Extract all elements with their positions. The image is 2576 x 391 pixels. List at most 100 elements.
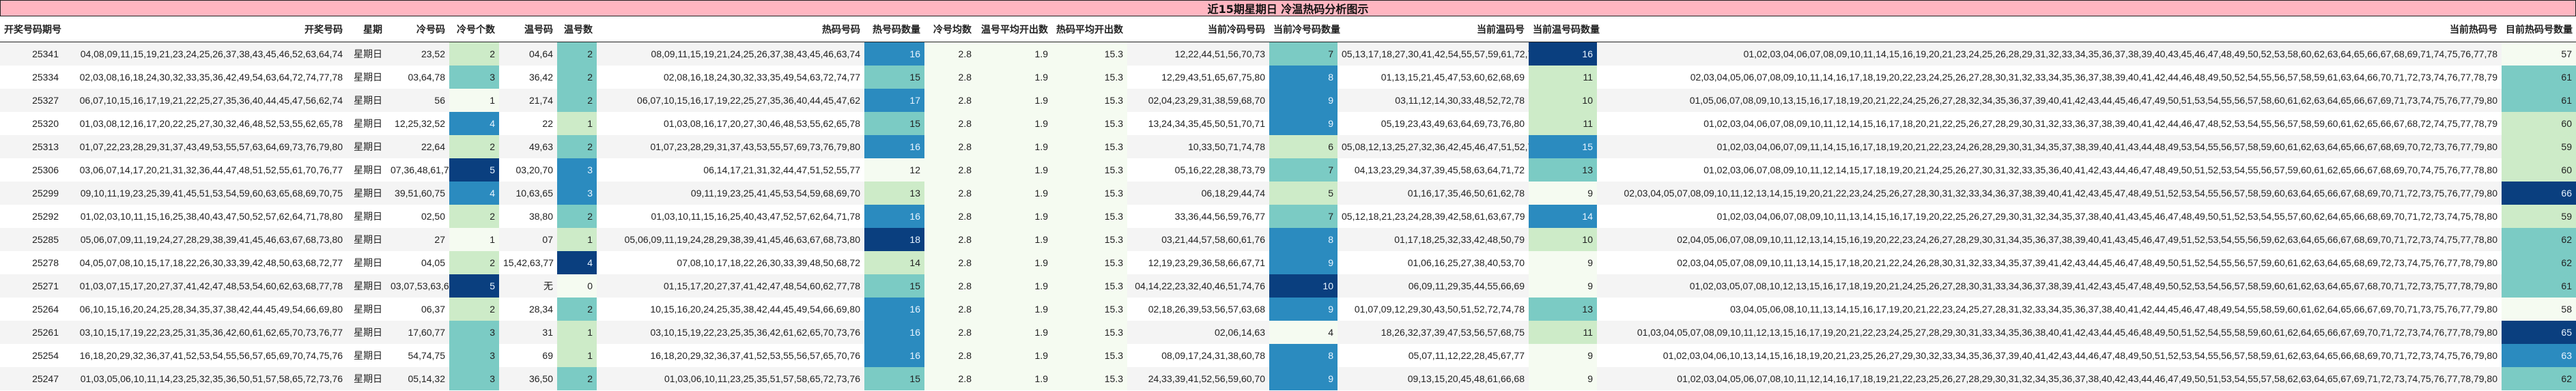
- table-row[interactable]: 25285 05,06,07,09,11,19,24,27,28,29,38,39…: [0, 228, 2576, 251]
- header-cur-hot-count[interactable]: 目前热码号数量: [2502, 16, 2576, 42]
- header-hot[interactable]: 热码号码: [597, 16, 864, 42]
- table-row[interactable]: 25320 01,03,08,12,16,17,20,22,25,27,30,32…: [0, 112, 2576, 135]
- analysis-table: 开奖号码期号 开奖号码 星期 冷号码 冷号个数 温号码 温号数 热码号码 热号码…: [0, 16, 2576, 390]
- period-cell: 25261: [0, 321, 63, 344]
- header-row: 开奖号码期号 开奖号码 星期 冷号码 冷号个数 温号码 温号数 热码号码 热号码…: [0, 16, 2576, 42]
- period-cell: 25299: [0, 182, 63, 205]
- header-cur-warm-count[interactable]: 当前温号码数量: [1529, 16, 1600, 42]
- table-row[interactable]: 25313 01,07,22,23,28,29,31,37,43,49,53,55…: [0, 135, 2576, 158]
- cold-avg-cell: 2.8: [924, 135, 976, 158]
- table-row[interactable]: 25327 06,07,10,15,16,17,19,21,22,25,27,35…: [0, 89, 2576, 112]
- cold-count-cell: 4: [449, 182, 499, 205]
- current-warm-cell: 05,08,12,13,25,27,32,36,42,45,46,47,51,5…: [1337, 135, 1529, 158]
- current-cold-count-cell: 9: [1269, 367, 1337, 390]
- table-row[interactable]: 25334 02,03,08,16,18,24,30,32,33,35,36,42…: [0, 66, 2576, 89]
- warm-avg-cell: 1.9: [976, 66, 1052, 89]
- weekday-cell: 星期日: [347, 66, 386, 89]
- warm-codes-cell: 69: [499, 344, 557, 367]
- period-cell: 25292: [0, 205, 63, 228]
- warm-avg-cell: 1.9: [976, 42, 1052, 66]
- warm-avg-cell: 1.9: [976, 298, 1052, 321]
- weekday-cell: 星期日: [347, 42, 386, 66]
- warm-avg-cell: 1.9: [976, 89, 1052, 112]
- table-row[interactable]: 25271 01,03,07,15,17,20,27,37,41,42,47,48…: [0, 274, 2576, 298]
- warm-avg-cell: 1.9: [976, 321, 1052, 344]
- header-warm[interactable]: 温号码: [499, 16, 557, 42]
- numbers-cell: 01,03,05,06,10,11,14,23,25,32,35,36,50,5…: [63, 367, 347, 390]
- current-hot-count-cell: 62: [2502, 251, 2576, 274]
- header-cur-cold-count[interactable]: 当前冷号码数量: [1269, 16, 1340, 42]
- table-row[interactable]: 25299 09,10,11,19,23,25,39,41,45,51,53,54…: [0, 182, 2576, 205]
- header-numbers[interactable]: 开奖号码: [63, 16, 347, 42]
- hot-count-cell: 16: [864, 298, 924, 321]
- hot-codes-cell: 07,08,10,17,18,22,26,30,33,39,48,50,68,7…: [597, 251, 864, 274]
- warm-avg-cell: 1.9: [976, 112, 1052, 135]
- hot-count-cell: 15: [864, 274, 924, 298]
- warm-count-cell: 1: [557, 344, 597, 367]
- current-hot-count-cell: 62: [2502, 367, 2576, 390]
- table-row[interactable]: 25264 06,10,15,16,20,24,25,28,34,35,37,38…: [0, 298, 2576, 321]
- table-row[interactable]: 25247 01,03,05,06,10,11,14,23,25,32,35,36…: [0, 367, 2576, 390]
- warm-count-cell: 0: [557, 274, 597, 298]
- table-row[interactable]: 25261 03,10,15,17,19,22,23,25,31,35,36,42…: [0, 321, 2576, 344]
- current-cold-cell: 12,19,23,29,36,58,66,67,71: [1127, 251, 1269, 274]
- current-warm-count-cell: 9: [1529, 274, 1597, 298]
- current-hot-count-cell: 57: [2502, 42, 2576, 66]
- table-title: 近15期星期日 冷温热码分析图示: [0, 0, 2576, 16]
- current-warm-count-cell: 9: [1529, 367, 1597, 390]
- cold-codes-cell: 06,37: [386, 298, 449, 321]
- numbers-cell: 03,10,15,17,19,22,23,25,31,35,36,42,60,6…: [63, 321, 347, 344]
- header-cold[interactable]: 冷号码: [386, 16, 449, 42]
- cold-count-cell: 3: [449, 321, 499, 344]
- warm-count-cell: 1: [557, 228, 597, 251]
- header-cur-warm[interactable]: 当前温码号: [1337, 16, 1529, 42]
- header-period[interactable]: 开奖号码期号: [0, 16, 63, 42]
- header-cold-count[interactable]: 冷号个数: [449, 16, 499, 42]
- cold-avg-cell: 2.8: [924, 89, 976, 112]
- period-cell: 25264: [0, 298, 63, 321]
- cold-count-cell: 2: [449, 135, 499, 158]
- hot-count-cell: 15: [864, 367, 924, 390]
- header-cold-avg[interactable]: 冷号均数: [924, 16, 976, 42]
- current-cold-cell: 13,24,34,35,45,50,51,70,71: [1127, 112, 1269, 135]
- numbers-cell: 06,10,15,16,20,24,25,28,34,35,37,38,42,4…: [63, 298, 347, 321]
- cold-avg-cell: 2.8: [924, 367, 976, 390]
- numbers-cell: 04,08,09,11,15,19,21,23,24,25,26,37,38,4…: [63, 42, 347, 66]
- weekday-cell: 星期日: [347, 158, 386, 182]
- numbers-cell: 04,05,07,08,10,15,17,18,22,26,30,33,39,4…: [63, 251, 347, 274]
- header-hot-count[interactable]: 热号码数量: [864, 16, 924, 42]
- cold-count-cell: 5: [449, 274, 499, 298]
- hot-avg-cell: 15.3: [1052, 42, 1127, 66]
- current-cold-cell: 10,33,50,71,74,78: [1127, 135, 1269, 158]
- header-cur-hot[interactable]: 当前热码号: [1597, 16, 2502, 42]
- hot-codes-cell: 05,06,09,11,19,24,28,29,38,39,41,45,46,6…: [597, 228, 864, 251]
- warm-codes-cell: 07: [499, 228, 557, 251]
- hot-codes-cell: 16,18,20,29,32,36,37,41,52,53,55,56,57,6…: [597, 344, 864, 367]
- table-row[interactable]: 25306 03,06,07,14,17,20,21,31,32,36,44,47…: [0, 158, 2576, 182]
- current-warm-cell: 05,07,11,12,22,28,45,67,77: [1337, 344, 1529, 367]
- hot-count-cell: 18: [864, 228, 924, 251]
- table-row[interactable]: 25278 04,05,07,08,10,15,17,18,22,26,30,33…: [0, 251, 2576, 274]
- weekday-cell: 星期日: [347, 344, 386, 367]
- cold-count-cell: 2: [449, 251, 499, 274]
- numbers-cell: 01,02,03,10,11,15,16,25,38,40,43,47,50,5…: [63, 205, 347, 228]
- cold-avg-cell: 2.8: [924, 182, 976, 205]
- header-hot-avg[interactable]: 热码平均开出数: [1052, 16, 1127, 42]
- hot-codes-cell: 01,03,08,16,17,20,27,30,46,48,53,55,62,6…: [597, 112, 864, 135]
- table-row[interactable]: 25341 04,08,09,11,15,19,21,23,24,25,26,37…: [0, 42, 2576, 66]
- current-warm-count-cell: 11: [1529, 112, 1597, 135]
- header-weekday[interactable]: 星期: [347, 16, 386, 42]
- numbers-cell: 01,07,22,23,28,29,31,37,43,49,53,55,57,6…: [63, 135, 347, 158]
- table-row[interactable]: 25292 01,02,03,10,11,15,16,25,38,40,43,47…: [0, 205, 2576, 228]
- hot-codes-cell: 01,03,10,11,15,16,25,40,43,47,52,57,62,6…: [597, 205, 864, 228]
- header-warm-count[interactable]: 温号数: [557, 16, 597, 42]
- header-cur-cold[interactable]: 当前冷码号码: [1127, 16, 1269, 42]
- period-cell: 25278: [0, 251, 63, 274]
- cold-count-cell: 1: [449, 228, 499, 251]
- header-warm-avg[interactable]: 温号平均开出数: [976, 16, 1052, 42]
- warm-count-cell: 2: [557, 205, 597, 228]
- warm-count-cell: 3: [557, 158, 597, 182]
- current-warm-cell: 18,26,32,37,39,47,53,56,57,68,75: [1337, 321, 1529, 344]
- table-row[interactable]: 25254 16,18,20,29,32,36,37,41,52,53,54,55…: [0, 344, 2576, 367]
- cold-count-cell: 5: [449, 158, 499, 182]
